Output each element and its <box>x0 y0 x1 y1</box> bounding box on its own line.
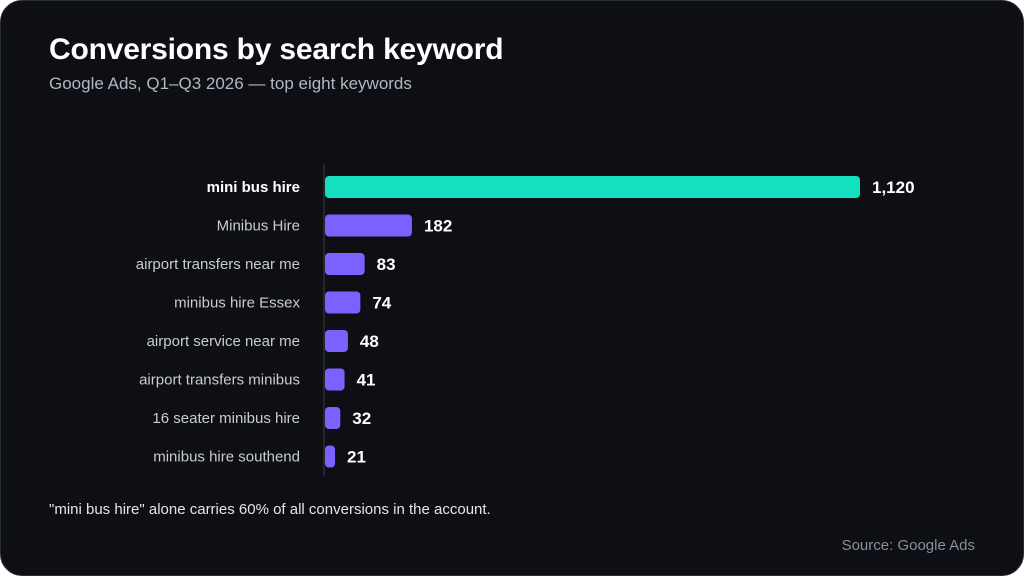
bar <box>325 445 336 468</box>
category-label: airport service near me <box>147 333 300 350</box>
category-label: Minibus Hire <box>217 218 300 235</box>
category-label: minibus hire Essex <box>174 295 300 312</box>
bar <box>325 407 341 429</box>
value-label: 21 <box>347 448 366 467</box>
chart-title: Conversions by search keyword <box>49 33 504 66</box>
chart-source: Source: Google Ads <box>841 537 975 554</box>
highlighted-bar <box>325 176 860 198</box>
category-label: 16 seater minibus hire <box>152 410 300 427</box>
chart-footnote: "mini bus hire" alone carries 60% of all… <box>49 501 491 518</box>
chart-subtitle: Google Ads, Q1–Q3 2026 — top eight keywo… <box>49 74 412 93</box>
category-label: airport transfers near me <box>136 256 300 273</box>
value-label: 83 <box>377 255 396 274</box>
bar <box>325 253 365 275</box>
category-label: minibus hire southend <box>153 449 300 466</box>
value-label: 182 <box>424 217 452 236</box>
bar <box>325 291 361 314</box>
bar <box>325 330 348 352</box>
category-label: mini bus hire <box>207 179 300 196</box>
value-label: 74 <box>372 294 391 313</box>
value-label: 48 <box>360 332 379 351</box>
value-label: 1,120 <box>872 178 915 197</box>
bar <box>325 368 345 391</box>
value-label: 32 <box>352 409 371 428</box>
value-label: 41 <box>357 371 376 390</box>
bar <box>325 214 412 237</box>
category-label: airport transfers minibus <box>139 372 300 389</box>
